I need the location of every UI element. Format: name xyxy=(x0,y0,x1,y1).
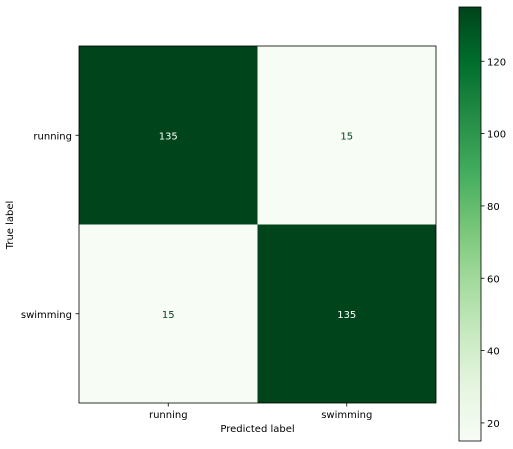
y-tick-label: running xyxy=(33,131,72,142)
colorbar-ticks: 20 40 60 80 100 120 xyxy=(481,57,506,430)
x-tick-label: running xyxy=(149,410,188,421)
y-tick-label: swimming xyxy=(21,310,72,321)
colorbar-tick-label: 100 xyxy=(487,130,506,141)
plot-frame xyxy=(78,45,437,404)
heatmap-cell xyxy=(257,46,436,225)
heatmap-cell xyxy=(257,224,436,403)
x-axis-label: Predicted label xyxy=(220,424,294,435)
cell-value-label: 135 xyxy=(337,310,356,321)
cell-value-label: 135 xyxy=(159,131,178,142)
y-axis-label: True label xyxy=(5,201,16,251)
x-tick-label: swimming xyxy=(321,410,372,421)
y-axis-ticks: running swimming xyxy=(21,131,79,321)
colorbar-tick-label: 40 xyxy=(487,347,500,358)
colorbar-tick-label: 20 xyxy=(487,419,500,430)
colorbar xyxy=(458,6,482,442)
cell-value-labels: 135 15 15 135 xyxy=(159,131,357,321)
colorbar-tick-label: 80 xyxy=(487,202,500,213)
colorbar-tick-label: 120 xyxy=(487,57,506,68)
heatmap-cell xyxy=(79,224,258,403)
heatmap-cells xyxy=(79,46,436,403)
x-axis-ticks: running swimming xyxy=(149,403,372,421)
cell-value-label: 15 xyxy=(340,131,353,142)
heatmap-cell xyxy=(79,46,258,225)
colorbar-tick-label: 60 xyxy=(487,274,500,285)
cell-value-label: 15 xyxy=(162,310,175,321)
